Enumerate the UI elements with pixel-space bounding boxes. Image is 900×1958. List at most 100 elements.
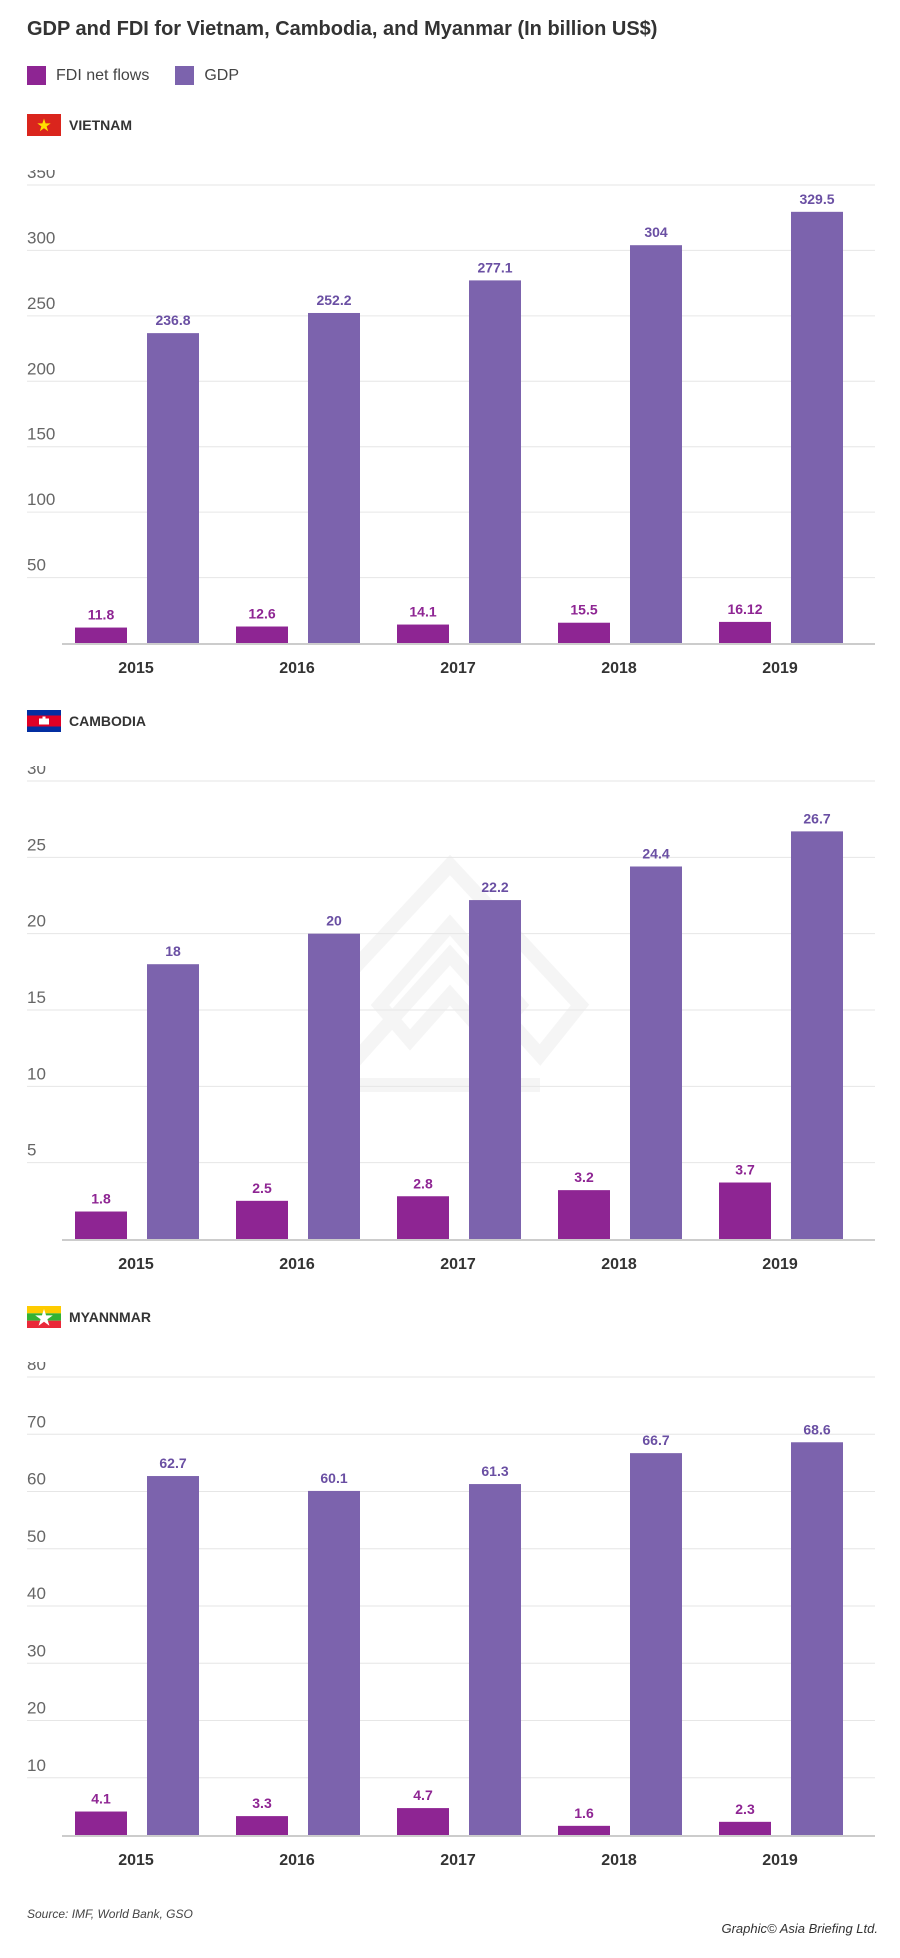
cambodia-gdp-value-label: 20 bbox=[326, 913, 342, 929]
cambodia-ytick-label: 25 bbox=[27, 835, 46, 854]
vietnam-xtick-label: 2019 bbox=[762, 660, 798, 677]
cambodia-fdi-bar bbox=[75, 1211, 127, 1239]
cambodia-fdi-bar bbox=[236, 1200, 288, 1239]
cambodia-xtick-label: 2018 bbox=[601, 1256, 637, 1273]
cambodia-xtick-label: 2015 bbox=[118, 1256, 154, 1273]
myannmar-fdi-value-label: 4.7 bbox=[413, 1787, 433, 1803]
myannmar-gdp-value-label: 66.7 bbox=[642, 1432, 669, 1448]
vietnam-xtick-label: 2016 bbox=[279, 660, 315, 677]
vietnam-gdp-bar bbox=[147, 333, 199, 643]
vietnam-flag bbox=[27, 114, 61, 136]
cambodia-gdp-bar bbox=[147, 964, 199, 1239]
vietnam-chart: 50 100 150 200 250 300 350 11.8 236.8 2015 12.6 252… bbox=[27, 170, 875, 677]
cambodia-xtick-label: 2016 bbox=[279, 1256, 315, 1273]
cambodia-fdi-value-label: 2.8 bbox=[413, 1175, 433, 1191]
cambodia-title: CAMBODIA bbox=[69, 713, 146, 729]
source-note: Source: IMF, World Bank, GSO bbox=[27, 1907, 193, 1921]
myannmar-fdi-bar bbox=[719, 1821, 771, 1835]
cambodia-ytick-label: 20 bbox=[27, 912, 46, 931]
cambodia-flag bbox=[27, 710, 61, 732]
legend-label-fdi: FDI net flows bbox=[56, 66, 150, 84]
myannmar-ytick-label: 40 bbox=[27, 1584, 46, 1603]
cambodia-fdi-bar bbox=[397, 1196, 449, 1239]
myannmar-xtick-label: 2015 bbox=[118, 1852, 154, 1869]
cambodia-gdp-value-label: 18 bbox=[165, 943, 181, 959]
myannmar-gdp-bar bbox=[630, 1453, 682, 1835]
myannmar-fdi-bar bbox=[75, 1811, 127, 1835]
vietnam-fdi-bar bbox=[236, 626, 288, 643]
myannmar-fdi-bar bbox=[397, 1808, 449, 1835]
myannmar-xtick-label: 2019 bbox=[762, 1852, 798, 1869]
legend-swatch-fdi bbox=[27, 66, 46, 85]
myannmar-fdi-value-label: 1.6 bbox=[574, 1805, 594, 1821]
vietnam-fdi-value-label: 12.6 bbox=[248, 606, 275, 622]
myannmar-xtick-label: 2017 bbox=[440, 1852, 476, 1869]
cambodia-fdi-bar bbox=[558, 1190, 610, 1239]
cambodia-xtick-label: 2019 bbox=[762, 1256, 798, 1273]
cambodia-header: CAMBODIA bbox=[27, 710, 146, 732]
myanmar-title: MYANNMAR bbox=[69, 1309, 151, 1325]
myanmar-header: MYANNMAR bbox=[27, 1306, 151, 1328]
vietnam-fdi-value-label: 15.5 bbox=[570, 602, 597, 618]
myannmar-fdi-bar bbox=[558, 1825, 610, 1835]
myannmar-ytick-label: 60 bbox=[27, 1470, 46, 1489]
myannmar-fdi-bar bbox=[236, 1816, 288, 1835]
myannmar-ytick-label: 20 bbox=[27, 1699, 46, 1718]
cambodia-gdp-bar bbox=[308, 933, 360, 1239]
vietnam-xtick-label: 2017 bbox=[440, 660, 476, 677]
legend-item-fdi: FDI net flows bbox=[27, 66, 149, 85]
myannmar-ytick-label: 80 bbox=[27, 1362, 46, 1374]
cambodia-gdp-value-label: 26.7 bbox=[803, 810, 830, 826]
cambodia-fdi-value-label: 3.7 bbox=[735, 1162, 755, 1178]
myannmar-gdp-value-label: 60.1 bbox=[320, 1470, 347, 1486]
vietnam-fdi-value-label: 11.8 bbox=[88, 607, 115, 623]
cambodia-gdp-value-label: 24.4 bbox=[642, 845, 669, 861]
cambodia-xtick-label: 2017 bbox=[440, 1256, 476, 1273]
cambodia-fdi-value-label: 3.2 bbox=[574, 1169, 594, 1185]
cambodia-fdi-value-label: 2.5 bbox=[252, 1180, 272, 1196]
vietnam-xtick-label: 2018 bbox=[601, 660, 637, 677]
cambodia-ytick-label: 15 bbox=[27, 988, 46, 1007]
vietnam-title: VIETNAM bbox=[69, 117, 132, 133]
vietnam-ytick-label: 350 bbox=[27, 170, 55, 182]
cambodia-gdp-value-label: 22.2 bbox=[481, 879, 508, 895]
myannmar-gdp-bar bbox=[308, 1490, 360, 1835]
myannmar-xtick-label: 2018 bbox=[601, 1852, 637, 1869]
cambodia-gdp-bar bbox=[791, 831, 843, 1239]
cambodia-chart: 5 10 15 20 25 30 1.8 18 2015 2.5 20 2016 2.8 22.2 2017… bbox=[27, 766, 875, 1273]
vietnam-fdi-bar bbox=[558, 622, 610, 643]
myannmar-gdp-bar bbox=[147, 1476, 199, 1835]
vietnam-fdi-value-label: 16.12 bbox=[727, 601, 762, 617]
vietnam-ytick-label: 100 bbox=[27, 490, 55, 509]
vietnam-ytick-label: 250 bbox=[27, 294, 55, 313]
cambodia-fdi-bar bbox=[719, 1182, 771, 1239]
legend: FDI net flows GDP bbox=[27, 66, 265, 85]
vietnam-gdp-value-label: 252.2 bbox=[316, 292, 351, 308]
vietnam-gdp-value-label: 236.8 bbox=[155, 312, 190, 328]
myannmar-gdp-bar bbox=[791, 1442, 843, 1835]
vietnam-gdp-bar bbox=[308, 312, 360, 643]
myanmar-chart: 10 20 30 40 50 60 70 80 4.1 62.7 2015 3.3 60.1 2016 4.… bbox=[27, 1362, 875, 1869]
vietnam-ytick-label: 200 bbox=[27, 359, 55, 378]
legend-swatch-gdp bbox=[175, 66, 195, 85]
page-title: GDP and FDI for Vietnam, Cambodia, and M… bbox=[27, 18, 658, 40]
cambodia-ytick-label: 5 bbox=[27, 1141, 36, 1160]
myannmar-fdi-value-label: 3.3 bbox=[252, 1795, 272, 1811]
vietnam-xtick-label: 2015 bbox=[118, 660, 154, 677]
legend-item-gdp: GDP bbox=[175, 66, 239, 85]
myannmar-ytick-label: 50 bbox=[27, 1527, 46, 1546]
cambodia-gdp-bar bbox=[469, 900, 521, 1239]
cambodia-ytick-label: 10 bbox=[27, 1064, 46, 1083]
vietnam-fdi-bar bbox=[75, 627, 127, 643]
myannmar-ytick-label: 30 bbox=[27, 1641, 46, 1660]
myannmar-gdp-value-label: 68.6 bbox=[803, 1421, 830, 1437]
myannmar-gdp-value-label: 62.7 bbox=[159, 1455, 186, 1471]
myannmar-fdi-value-label: 4.1 bbox=[91, 1791, 111, 1807]
vietnam-gdp-bar bbox=[630, 245, 682, 643]
vietnam-gdp-value-label: 277.1 bbox=[477, 259, 512, 275]
myannmar-ytick-label: 70 bbox=[27, 1412, 46, 1431]
vietnam-ytick-label: 150 bbox=[27, 425, 55, 444]
graphic-credit: Graphic© Asia Briefing Ltd. bbox=[721, 1921, 878, 1936]
vietnam-fdi-bar bbox=[719, 621, 771, 643]
myanmar-flag bbox=[27, 1306, 61, 1328]
